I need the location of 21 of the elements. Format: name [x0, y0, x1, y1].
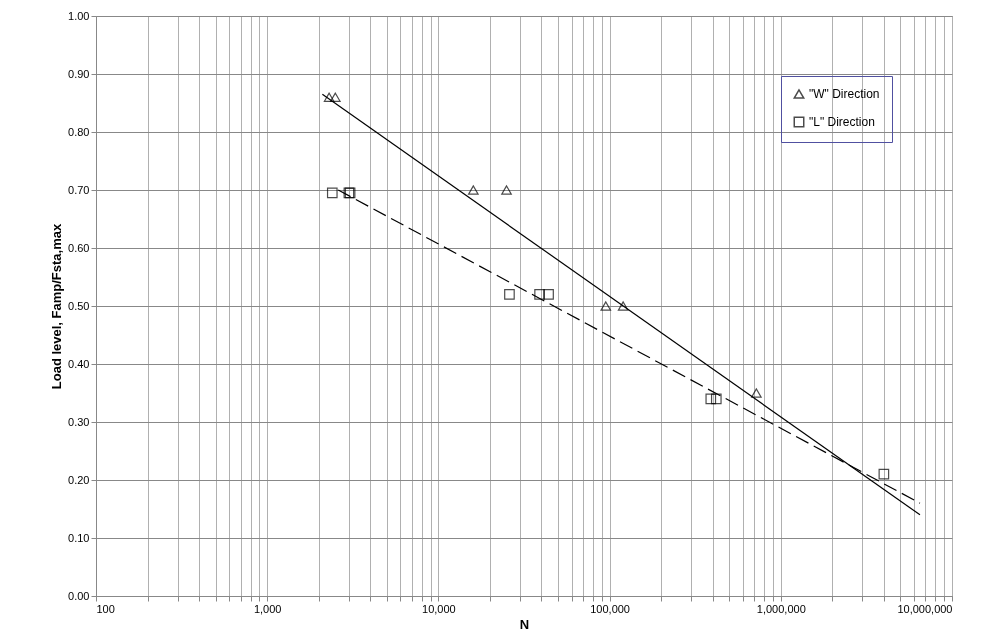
- x-tick-label: 1,000,000: [756, 602, 806, 615]
- x-tick-label: 1,000: [253, 602, 282, 615]
- x-axis-title: N: [519, 616, 530, 632]
- y-tick-label: 0.90: [68, 67, 90, 80]
- y-tick-label: 0.60: [68, 241, 90, 254]
- y-tick-label: 0.50: [68, 299, 90, 312]
- y-tick-label: 0.30: [68, 415, 90, 428]
- x-tick-label: 100: [96, 602, 115, 615]
- x-tick-label: 10,000,000: [897, 602, 953, 615]
- x-tick-label: 10,000: [422, 602, 456, 615]
- x-tick-label: 100,000: [590, 602, 630, 615]
- y-axis-title: Load level, Famp/Fsta,max: [49, 223, 65, 390]
- y-tick-label: 0.10: [68, 531, 90, 544]
- y-tick-label: 0.20: [68, 473, 90, 486]
- y-tick-label: 0.80: [68, 125, 90, 138]
- legend-label: "L" Direction: [809, 115, 875, 129]
- y-tick-label: 1.00: [68, 9, 90, 22]
- y-tick-label: 0.40: [68, 357, 90, 370]
- legend-label: "W" Direction: [809, 87, 880, 101]
- y-tick-label: 0.00: [68, 589, 90, 602]
- y-tick-label: 0.70: [68, 183, 90, 196]
